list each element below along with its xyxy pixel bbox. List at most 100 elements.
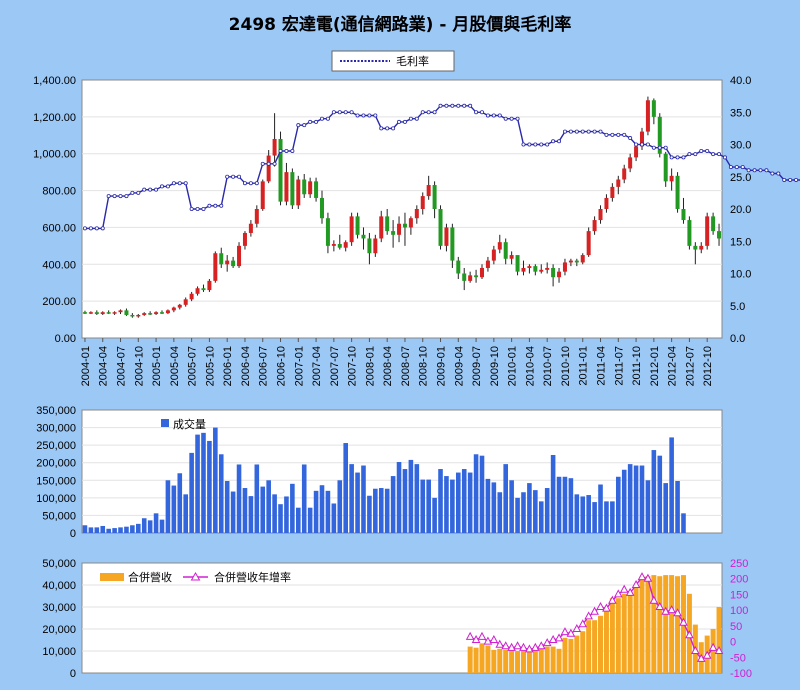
revenue-bar	[627, 591, 633, 673]
revenue-plot-area	[81, 562, 723, 674]
margin-point	[266, 161, 271, 166]
candle-body	[515, 255, 520, 272]
candle-body	[94, 312, 99, 315]
volume-bar	[331, 503, 337, 533]
margin-tick-label: 35.0	[730, 107, 751, 119]
candle-body	[539, 269, 544, 272]
volume-bar	[681, 513, 686, 533]
growth-triangle-icon	[471, 634, 481, 643]
candle-body	[160, 312, 164, 314]
revenue-bar	[633, 585, 639, 673]
candle-body	[385, 216, 390, 232]
volume-bar	[218, 454, 224, 533]
volume-bar	[521, 492, 526, 533]
volume-bar	[248, 496, 254, 533]
margin-point	[402, 119, 407, 124]
margin-point	[557, 139, 562, 144]
price-tick-label: 200.00	[42, 296, 76, 308]
month-label: 2012-10	[702, 346, 714, 386]
revenue-bar	[603, 609, 609, 673]
margin-point	[272, 161, 277, 166]
month-label: 2004-04	[98, 346, 110, 386]
volume-bar	[544, 488, 550, 533]
month-label: 2011-07	[613, 346, 625, 386]
month-axis-labels: 2004-01 2004-04 2004-07 2004-10 2005-01 2005-…	[80, 338, 714, 386]
month-label: 2004-07	[116, 346, 128, 386]
growth-triangle-icon	[679, 617, 688, 626]
candle-body	[391, 231, 396, 235]
candle-body	[480, 267, 484, 278]
candle-body	[521, 267, 526, 272]
volume-bar	[627, 464, 633, 533]
margin-point	[432, 110, 437, 115]
volume-bar	[515, 497, 520, 533]
margin-point	[503, 116, 508, 121]
candle-body	[165, 310, 170, 314]
volume-bar	[420, 479, 426, 533]
volume-bar	[355, 472, 360, 533]
margin-point	[468, 103, 473, 108]
revenue-bar	[586, 620, 592, 673]
margin-point	[219, 203, 224, 208]
margin-point	[154, 187, 159, 192]
month-label: 2011-04	[596, 346, 608, 386]
candle-body	[367, 238, 372, 254]
volume-bar	[361, 465, 366, 533]
candle-body	[320, 197, 324, 219]
candle-body	[622, 168, 627, 180]
volume-bar	[112, 528, 117, 533]
margin-point	[521, 142, 526, 147]
volume-bar	[82, 525, 88, 533]
margin-point	[622, 132, 627, 137]
volume-bar	[130, 525, 135, 533]
volume-tick-label: 100,000	[36, 493, 76, 505]
margin-point	[450, 103, 455, 108]
volume-bar	[479, 455, 485, 533]
volume-bar	[177, 473, 183, 533]
margin-point	[474, 110, 479, 115]
month-label: 2010-01	[507, 346, 519, 386]
candle-body	[284, 172, 289, 202]
month-label: 2004-10	[133, 346, 145, 386]
growth-legend-triangle-icon	[190, 571, 201, 581]
candle-body	[574, 260, 579, 263]
price-left-axis: 0.00 200.00 400.00 600.00 800.00 1,000.00 1,20…	[33, 75, 76, 345]
price-tick-label: 800.00	[42, 186, 76, 198]
growth-triangle-icon	[530, 642, 540, 651]
volume-bar	[473, 454, 479, 533]
growth-triangle-icon	[513, 641, 522, 650]
candle-body	[361, 234, 366, 239]
margin-point	[651, 145, 656, 150]
candle-body	[201, 288, 206, 291]
volume-bar	[367, 495, 372, 533]
month-label: 2008-01	[364, 346, 376, 386]
revenue-bar	[580, 631, 586, 673]
volume-bar	[497, 492, 503, 533]
margin-point	[207, 203, 212, 208]
volume-bar	[230, 491, 236, 533]
month-label: 2008-10	[418, 346, 430, 386]
growth-triangle-icon	[649, 595, 659, 604]
margin-point	[740, 165, 745, 170]
margin-point	[693, 152, 698, 157]
volume-bar	[141, 518, 147, 533]
volume-bar	[165, 480, 171, 533]
growth-triangle-icon	[590, 606, 599, 615]
margin-point	[426, 110, 431, 115]
candle-body	[699, 245, 704, 250]
margin-point	[462, 103, 467, 108]
margin-point	[509, 116, 514, 121]
revenue-growth-markers	[465, 572, 724, 662]
revenue-tick-label: 0	[70, 668, 76, 680]
growth-triangle-icon	[501, 641, 511, 650]
growth-triangle-icon	[613, 589, 623, 598]
margin-point	[343, 110, 348, 115]
candle-body	[237, 245, 242, 267]
volume-bar	[171, 485, 177, 533]
growth-triangle-icon	[619, 584, 629, 593]
candle-body	[551, 267, 556, 278]
margin-point	[237, 174, 242, 179]
margin-point	[195, 206, 200, 211]
margin-point	[136, 190, 141, 195]
volume-bar	[615, 476, 621, 533]
